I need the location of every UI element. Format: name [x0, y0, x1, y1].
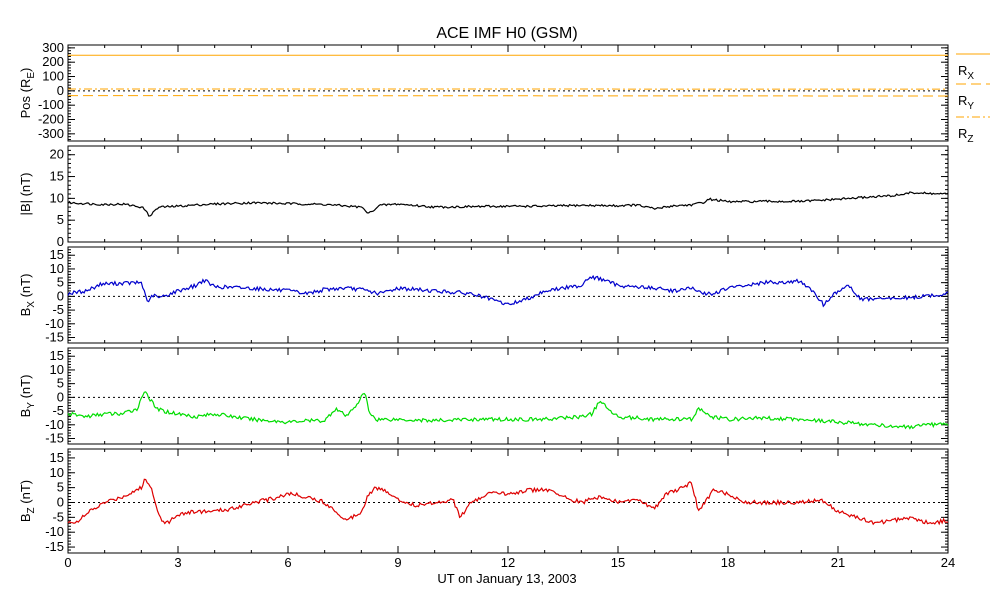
- x-tick-labels: 0 3 6 9 12 15 18 21 24: [64, 555, 955, 570]
- x-tick-label: 15: [611, 555, 625, 570]
- x-tick-label: 18: [721, 555, 735, 570]
- y-tick-label: 20: [50, 147, 64, 162]
- panel-frame: [68, 45, 948, 141]
- y-tick-label: 10: [50, 190, 64, 205]
- y-axis-label-position: Pos (RE): [18, 68, 37, 119]
- series-line-BX: [68, 276, 948, 306]
- x-tick-label: 6: [284, 555, 291, 570]
- y-tick-label: 5: [57, 212, 64, 227]
- x-tick-label: 0: [64, 555, 71, 570]
- x-tick-label: 21: [831, 555, 845, 570]
- y-tick-label: -300: [38, 126, 64, 141]
- chart-title: ACE IMF H0 (GSM): [436, 25, 577, 42]
- legend-label-RY: RY: [958, 93, 974, 112]
- y-tick-label: -5: [52, 509, 64, 524]
- y-tick-label: 15: [50, 450, 64, 465]
- y-tick-label: -15: [45, 330, 64, 345]
- legend-label-RX: RX: [958, 63, 974, 82]
- y-axis-label-by: BY (nT): [18, 375, 37, 418]
- y-tick-label: -200: [38, 112, 64, 127]
- x-tick-label: 9: [394, 555, 401, 570]
- panel-frame: [68, 348, 948, 444]
- y-tick-label: 300: [42, 40, 64, 55]
- x-tick-label: 3: [174, 555, 181, 570]
- y-tick-label: 100: [42, 69, 64, 84]
- y-tick-label: 0: [57, 83, 64, 98]
- y-tick-label: 15: [50, 169, 64, 184]
- y-axis-label-btotal: |B| (nT): [18, 173, 33, 216]
- x-tick-label: 12: [501, 555, 515, 570]
- y-tick-label: 10: [50, 465, 64, 480]
- y-axis-label-bx: BX (nT): [18, 274, 37, 317]
- y-tick-label: -10: [45, 524, 64, 539]
- panel-frame: [68, 146, 948, 242]
- y-tick-label: -15: [45, 431, 64, 446]
- y-tick-label: 0: [57, 494, 64, 509]
- y-tick-label: -15: [45, 539, 64, 554]
- series-line-|B|: [68, 192, 948, 216]
- y-tick-label: 5: [57, 480, 64, 495]
- legend-label-RZ: RZ: [958, 126, 974, 145]
- x-tick-label: 24: [941, 555, 955, 570]
- series-line-BZ: [68, 479, 948, 524]
- y-tick-label: 200: [42, 54, 64, 69]
- y-tick-label: -100: [38, 97, 64, 112]
- y-axis-label-bz: BZ (nT): [18, 480, 37, 522]
- x-axis-label: UT on January 13, 2003: [437, 571, 576, 586]
